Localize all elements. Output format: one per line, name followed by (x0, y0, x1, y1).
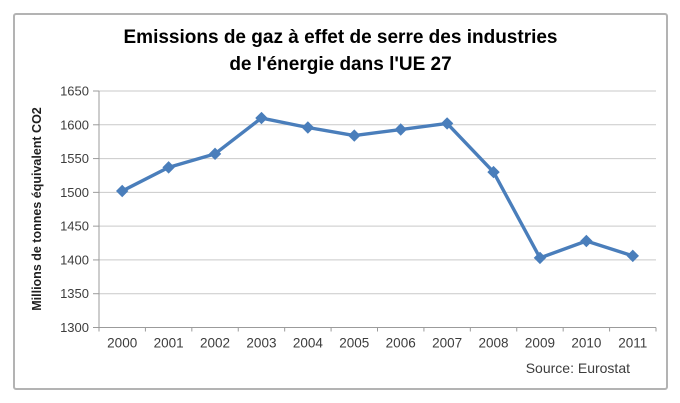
data-point-marker (255, 111, 268, 125)
x-tick-label: 2006 (386, 336, 416, 351)
y-tick-label: 1650 (60, 84, 89, 99)
data-point-marker (626, 249, 639, 263)
x-tick-label: 2005 (339, 336, 369, 351)
data-point-marker (116, 184, 129, 198)
x-tick-label: 2008 (479, 336, 509, 351)
y-tick-label: 1350 (60, 286, 89, 301)
x-tick-label: 2011 (618, 336, 647, 351)
data-point-marker (348, 129, 361, 142)
x-tick-label: 2009 (525, 336, 555, 351)
x-tick-label: 2004 (293, 336, 324, 351)
data-point-marker (440, 117, 454, 130)
data-point-marker (580, 234, 593, 248)
x-tick-label: 2001 (154, 336, 184, 351)
data-line (120, 116, 635, 260)
y-tick-label: 1400 (60, 252, 89, 267)
data-point-marker (394, 123, 407, 136)
chart-title-line1: Emissions de gaz à effet de serre des in… (123, 27, 558, 48)
x-tick-label: 2003 (246, 336, 276, 351)
chart-title-line2: de l'énergie dans l'UE 27 (229, 54, 452, 75)
x-tick-label: 2007 (432, 336, 462, 351)
x-tick-label: 2010 (571, 336, 601, 351)
x-tick-label: 2000 (107, 336, 137, 351)
y-tick-label: 1500 (60, 185, 89, 200)
y-tick-label: 1600 (60, 117, 89, 132)
data-point-marker (487, 165, 500, 179)
y-tick-label: 1450 (60, 219, 89, 234)
data-point-marker (533, 251, 547, 265)
data-point-marker (162, 161, 175, 174)
y-tick-label: 1550 (60, 151, 89, 166)
x-tick-label: 2002 (200, 336, 230, 351)
data-point-marker (301, 121, 315, 134)
y-tick-label: 1300 (60, 320, 89, 335)
source-note: Source: Eurostat (525, 360, 630, 376)
chart-title: Emissions de gaz à effet de serre des in… (13, 24, 668, 78)
data-point-marker (208, 147, 222, 161)
